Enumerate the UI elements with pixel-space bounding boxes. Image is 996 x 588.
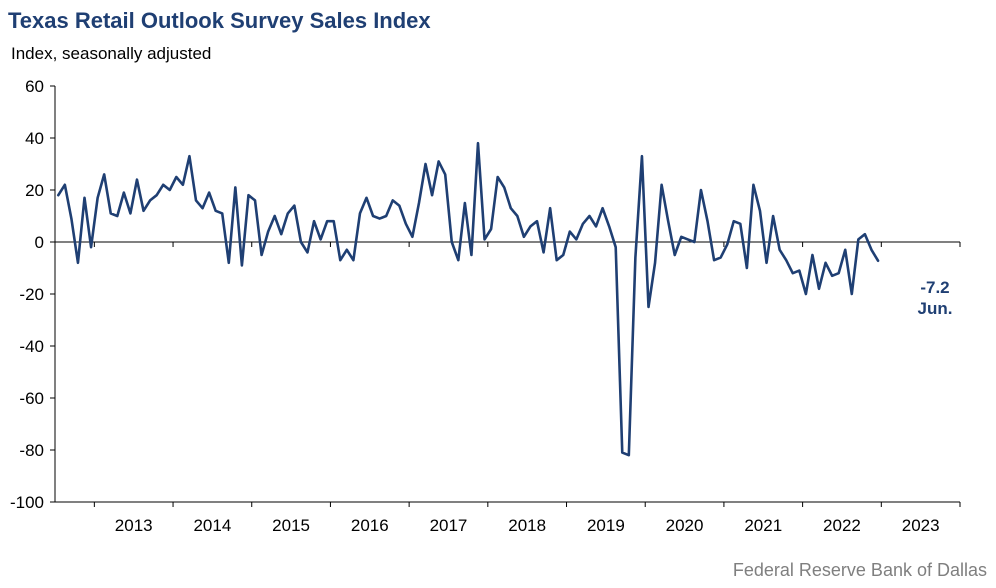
axes	[50, 85, 961, 507]
end-month-label: Jun.	[918, 299, 953, 318]
end-value-label: -7.2	[920, 278, 949, 297]
x-tick-label: 2023	[902, 516, 940, 535]
y-tick-label: 60	[25, 77, 44, 96]
chart-subtitle: Index, seasonally adjusted	[11, 44, 212, 63]
x-tick-label: 2015	[272, 516, 310, 535]
x-tick-label: 2016	[351, 516, 389, 535]
y-tick-label: -20	[19, 285, 44, 304]
x-tick-label: 2021	[744, 516, 782, 535]
series-line	[56, 141, 880, 457]
chart-title: Texas Retail Outlook Survey Sales Index	[8, 8, 431, 33]
y-tick-label: 40	[25, 129, 44, 148]
y-tick-label: 20	[25, 181, 44, 200]
series-layer	[56, 141, 880, 457]
x-tick-label: 2020	[666, 516, 704, 535]
x-tick-label: 2017	[430, 516, 468, 535]
x-tick-label: 2019	[587, 516, 625, 535]
x-tick-label: 2022	[823, 516, 861, 535]
y-tick-label: -100	[10, 493, 44, 512]
y-tick-labels: 60 40 20 0 -20 -40 -60 -80 -100	[10, 77, 44, 512]
x-tick-label: 2013	[115, 516, 153, 535]
y-tick-label: -40	[19, 337, 44, 356]
x-tick-label: 2014	[193, 516, 231, 535]
y-tick-label: -80	[19, 441, 44, 460]
x-tick-label: 2018	[508, 516, 546, 535]
y-tick-label: -60	[19, 389, 44, 408]
source-note: Federal Reserve Bank of Dallas	[732, 560, 987, 580]
x-tick-labels: 2013 2014 2015 2016 2017 2018 2019 2020 2021 2022…	[115, 516, 940, 535]
y-tick-label: 0	[35, 233, 44, 252]
end-annotation: -7.2 Jun.	[918, 278, 953, 318]
